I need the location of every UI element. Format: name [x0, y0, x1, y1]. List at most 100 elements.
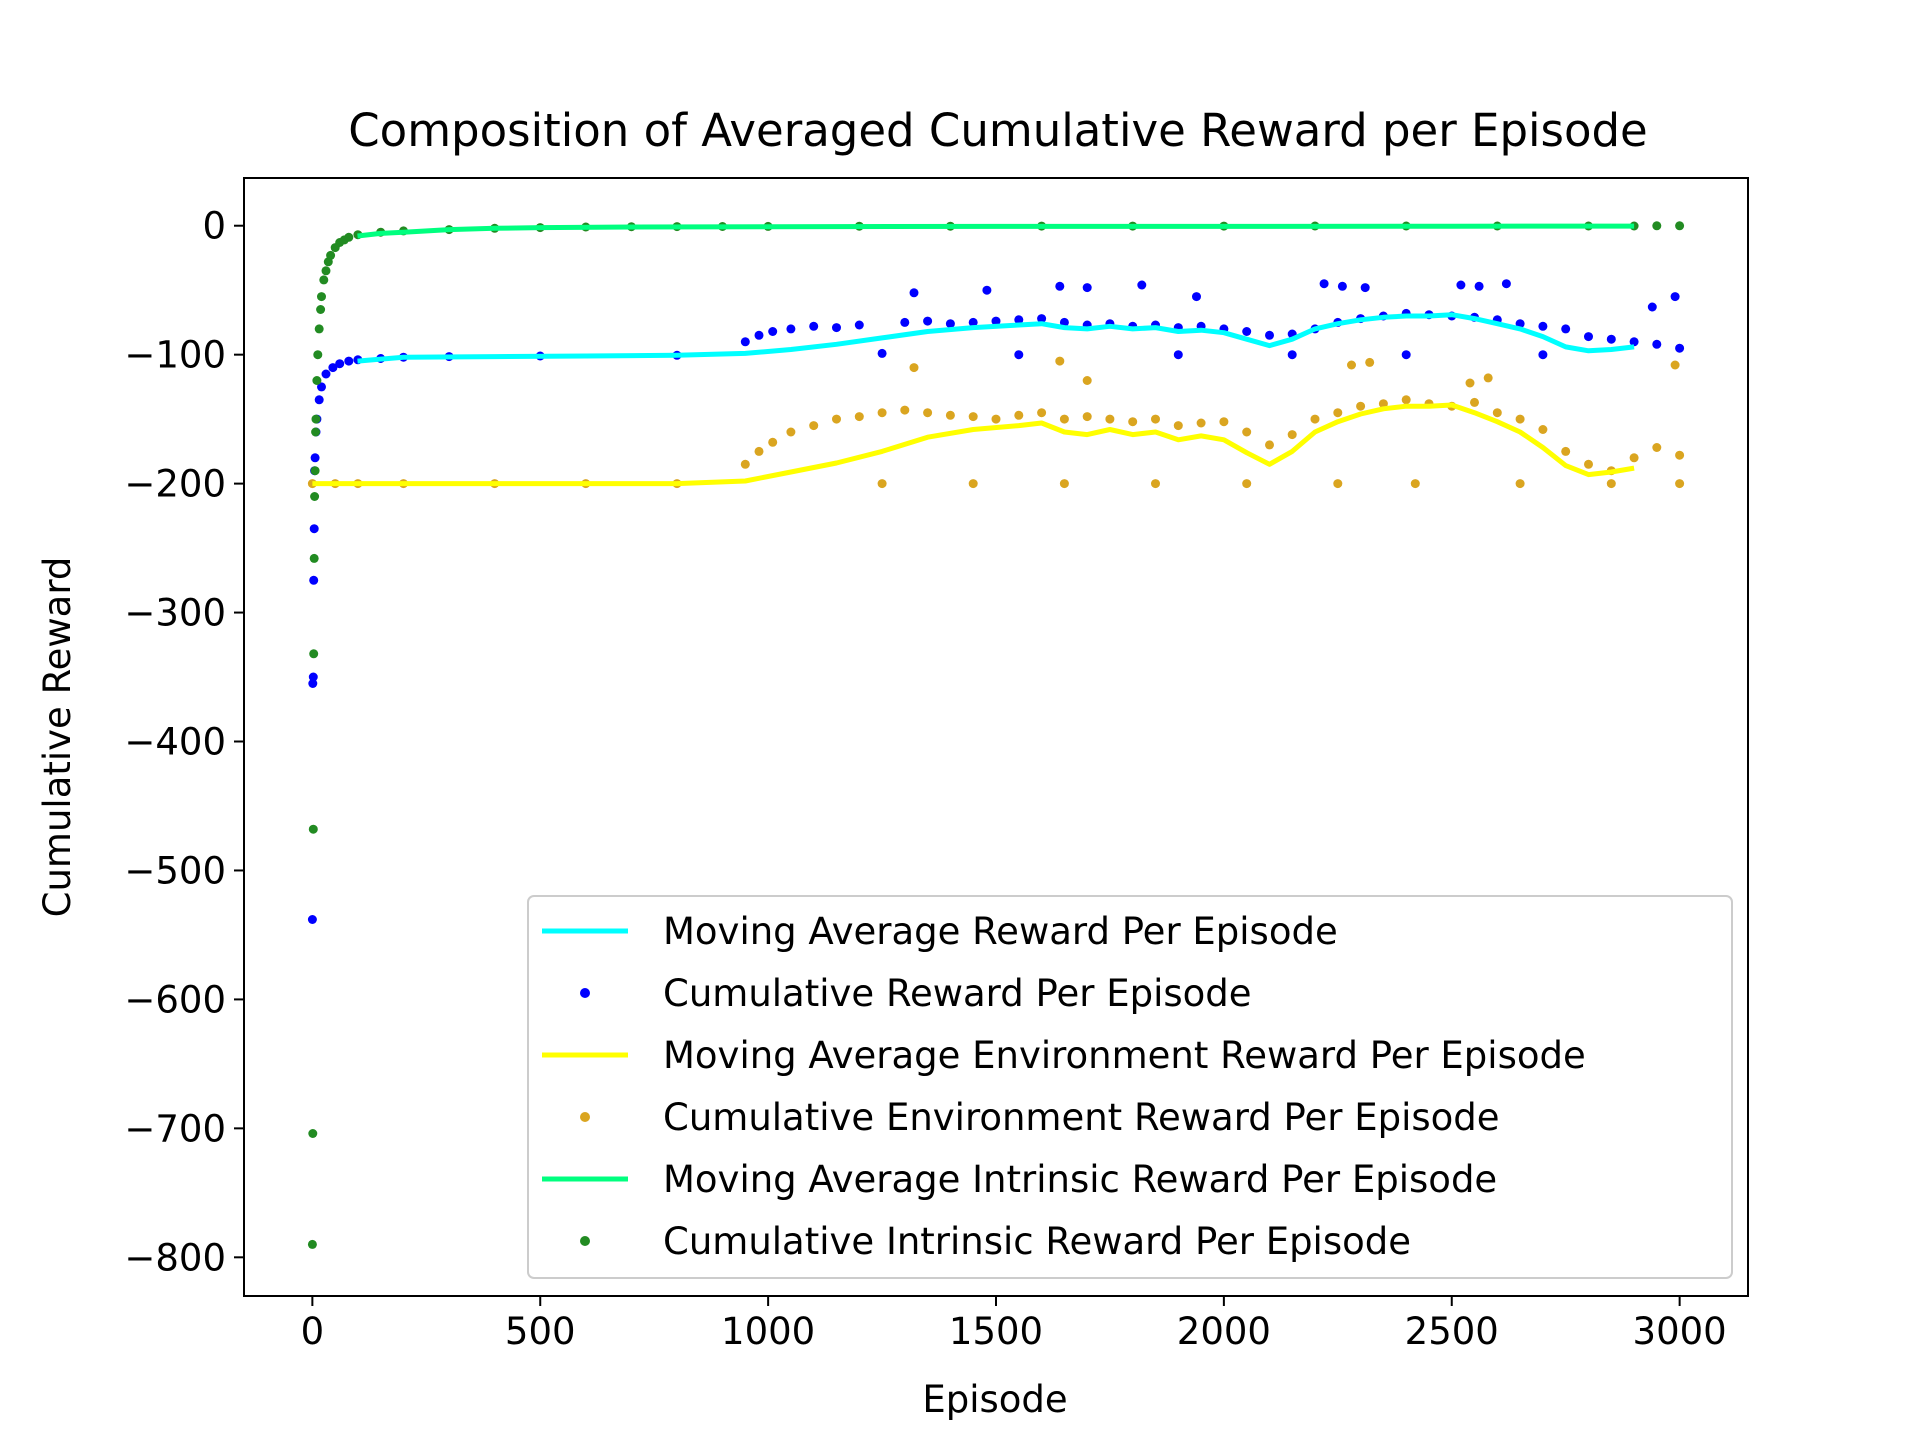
data-point [1173, 350, 1183, 360]
y-tick-label: −400 [124, 721, 226, 764]
y-axis-label: Cumulative Reward [36, 557, 79, 918]
data-point [1538, 350, 1548, 360]
data-point [1410, 479, 1420, 489]
data-point [754, 446, 764, 456]
data-point [317, 292, 326, 302]
data-point [1515, 414, 1525, 424]
data-point [1515, 479, 1525, 489]
x-axis-label: Episode [922, 1378, 1067, 1421]
data-point [309, 649, 319, 659]
data-point [768, 327, 778, 336]
data-point [1082, 283, 1092, 293]
data-point [312, 376, 322, 385]
data-point [1675, 343, 1685, 353]
x-tick-label: 0 [301, 1310, 325, 1353]
data-point [1401, 395, 1411, 405]
data-point [319, 275, 329, 285]
data-point [877, 408, 887, 418]
data-point [314, 324, 324, 334]
data-point [309, 524, 319, 534]
data-point [1606, 334, 1616, 344]
series-line-0 [357, 312, 1635, 364]
legend-label: Moving Average Environment Reward Per Ep… [663, 1034, 1586, 1077]
data-point [1151, 479, 1160, 489]
x-tick-label: 2500 [1405, 1310, 1499, 1353]
data-point [1082, 376, 1092, 385]
data-point [1561, 324, 1571, 334]
plot-marks [307, 221, 1685, 1249]
y-tick-label: −600 [124, 978, 226, 1021]
data-point [786, 427, 796, 437]
y-tick-label: −200 [124, 463, 226, 506]
data-point [909, 363, 919, 373]
data-point [308, 672, 318, 682]
data-point [1465, 378, 1475, 388]
data-point [809, 321, 819, 331]
y-tick-label: −100 [124, 334, 226, 377]
legend-label: Moving Average Intrinsic Reward Per Epis… [663, 1158, 1497, 1201]
data-point [900, 405, 910, 415]
data-point [317, 382, 326, 392]
data-point [311, 414, 321, 424]
data-point [945, 319, 955, 329]
data-point [1059, 317, 1069, 327]
data-point [321, 369, 331, 379]
data-point [1501, 279, 1511, 289]
data-point [1219, 417, 1229, 427]
data-point [1333, 408, 1343, 418]
data-point [1242, 427, 1252, 437]
data-point [854, 412, 864, 422]
data-point [1483, 373, 1493, 383]
y-tick-label: −800 [124, 1236, 226, 1279]
data-point [1014, 315, 1024, 325]
data-point [1128, 417, 1138, 427]
data-point [1242, 479, 1252, 489]
data-point [310, 466, 320, 476]
data-point [1173, 421, 1183, 431]
data-point [1365, 357, 1375, 367]
data-point [321, 266, 331, 276]
data-point [1470, 397, 1479, 407]
data-point [1675, 479, 1685, 489]
data-point [809, 421, 819, 431]
data-point [1192, 292, 1201, 302]
data-point [308, 679, 318, 688]
x-tick-label: 2000 [1177, 1310, 1271, 1353]
data-point [326, 250, 336, 260]
data-point [1670, 360, 1680, 370]
legend-marker-swatch [580, 1236, 590, 1246]
data-point [1105, 414, 1115, 424]
data-point [1492, 408, 1502, 418]
data-point [310, 453, 320, 463]
x-tick-label: 3000 [1633, 1310, 1727, 1353]
data-point [309, 575, 319, 585]
data-point [832, 323, 841, 333]
data-point [308, 1129, 318, 1138]
legend: Moving Average Reward Per Episode Cumulat… [527, 895, 1733, 1279]
y-tick-label: −700 [124, 1107, 226, 1150]
data-point [307, 1239, 317, 1249]
data-point [309, 553, 319, 563]
series-line-4 [357, 223, 1635, 239]
data-point [1378, 399, 1388, 409]
data-point [1538, 321, 1548, 331]
data-point [344, 232, 354, 242]
y-tick-label: 0 [202, 205, 226, 248]
data-point [1055, 281, 1065, 291]
data-point [1456, 280, 1466, 290]
data-point [1014, 410, 1024, 420]
data-point [900, 317, 910, 327]
data-point [307, 915, 317, 924]
data-point [991, 414, 1001, 424]
data-point [923, 316, 933, 326]
data-point [313, 350, 323, 360]
data-point [968, 317, 978, 327]
data-point [1265, 440, 1274, 450]
data-point [740, 337, 750, 347]
data-point [968, 412, 978, 422]
data-point [1561, 446, 1571, 456]
data-point [968, 479, 978, 489]
chart-title: Composition of Averaged Cumulative Rewar… [348, 104, 1648, 157]
data-point [945, 410, 955, 420]
